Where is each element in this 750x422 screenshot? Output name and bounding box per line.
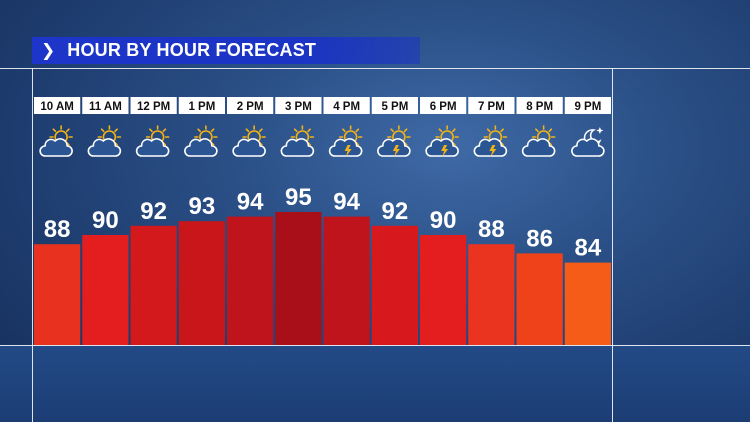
temperature-value: 92 xyxy=(140,198,167,225)
left-gridline xyxy=(32,68,33,422)
values-layer: 88 90 92 93 94 95 94 92 90 88 86 84 xyxy=(44,184,602,262)
hour-label: 8 PM xyxy=(526,101,553,113)
sun-thunderstorm-icon xyxy=(473,125,508,157)
bars-layer xyxy=(34,212,611,345)
temperature-bar xyxy=(130,225,177,345)
hour-label: 6 PM xyxy=(430,101,457,113)
hour-label-box xyxy=(323,97,370,114)
sun-thunderstorm-icon xyxy=(328,125,363,157)
hour-label: 12 PM xyxy=(137,101,170,113)
temperature-value: 94 xyxy=(333,189,360,216)
temperature-value: 95 xyxy=(285,184,312,211)
temperature-bar xyxy=(34,244,81,345)
temperature-bar xyxy=(275,212,322,345)
partly-sunny-icon xyxy=(135,125,170,157)
hour-labels-layer: 10 AM 11 AM 12 PM 1 PM 2 PM 3 PM 4 PM 5 PM 6 PM 7… xyxy=(34,97,611,114)
hour-label-box xyxy=(516,97,563,114)
temperature-bar xyxy=(516,253,563,345)
hour-label: 7 PM xyxy=(478,101,505,113)
temperature-value: 84 xyxy=(575,235,602,262)
temperature-bar xyxy=(371,225,418,345)
page-title: HOUR BY HOUR FORECAST xyxy=(67,40,317,60)
hour-label: 1 PM xyxy=(188,101,215,113)
hour-label-box xyxy=(371,97,418,114)
partly-sunny-icon xyxy=(39,125,73,157)
hour-label-box xyxy=(468,97,515,114)
temperature-value: 88 xyxy=(478,216,505,243)
partly-sunny-icon xyxy=(87,125,122,157)
hour-label: 9 PM xyxy=(574,101,601,113)
temperature-value: 93 xyxy=(189,193,216,220)
temperature-value: 88 xyxy=(44,216,71,243)
temperature-value: 94 xyxy=(237,189,264,216)
partly-sunny-icon xyxy=(521,125,556,157)
hour-label-box xyxy=(564,97,611,114)
hour-label: 5 PM xyxy=(381,101,408,113)
icons-layer xyxy=(39,125,605,157)
temperature-bar xyxy=(468,244,515,345)
background-lower-band xyxy=(0,345,750,422)
hour-label: 3 PM xyxy=(285,101,312,113)
temperature-bar xyxy=(227,216,274,345)
temperature-bar xyxy=(323,216,370,345)
hour-label-box xyxy=(130,97,177,114)
hour-label-box xyxy=(82,97,129,114)
partly-sunny-icon xyxy=(232,125,266,157)
partly-sunny-icon xyxy=(184,125,218,157)
hour-label: 10 AM xyxy=(40,101,73,113)
hour-label-box xyxy=(275,97,322,114)
temperature-value: 90 xyxy=(92,207,119,234)
temperature-bar xyxy=(564,262,611,345)
hour-label: 4 PM xyxy=(333,101,360,113)
temperature-bar xyxy=(420,235,467,345)
hour-label-box xyxy=(420,97,467,114)
temperature-bar xyxy=(178,221,225,345)
temperature-value: 90 xyxy=(430,207,457,234)
temperature-value: 86 xyxy=(526,225,553,252)
partly-sunny-icon xyxy=(280,125,315,157)
partly-cloudy-night-icon xyxy=(571,127,605,157)
sun-thunderstorm-icon xyxy=(377,125,411,157)
hour-label: 2 PM xyxy=(237,101,264,113)
top-gridline xyxy=(0,68,750,69)
temperature-bar xyxy=(82,235,129,345)
title-bar: ❯ HOUR BY HOUR FORECAST xyxy=(32,37,420,64)
hour-label-box xyxy=(34,97,81,114)
right-gridline xyxy=(612,68,613,422)
chevron-right-icon: ❯ xyxy=(41,40,56,61)
hour-label-box xyxy=(227,97,274,114)
temperature-value: 92 xyxy=(382,198,409,225)
hour-label: 11 AM xyxy=(89,101,122,113)
hour-label-box xyxy=(178,97,225,114)
bottom-gridline xyxy=(0,345,750,346)
sun-thunderstorm-icon xyxy=(425,125,459,157)
